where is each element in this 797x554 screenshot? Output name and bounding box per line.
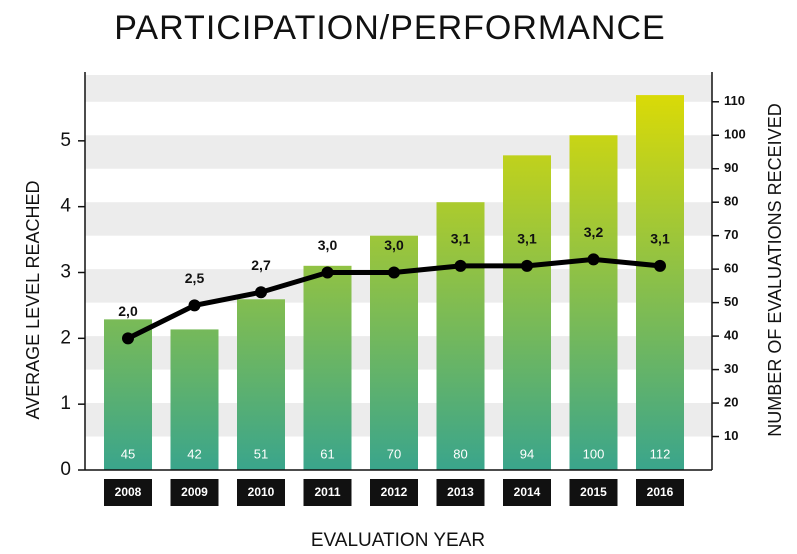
x-tick-label: 2014 bbox=[514, 485, 541, 499]
chart-title: PARTICIPATION/PERFORMANCE bbox=[114, 9, 665, 47]
y2-tick-label: 20 bbox=[724, 394, 738, 409]
bar bbox=[503, 155, 551, 470]
line-point bbox=[454, 259, 467, 272]
bar-value-label: 51 bbox=[254, 446, 268, 461]
y2-tick-label: 40 bbox=[724, 328, 738, 343]
x-tick-box bbox=[436, 479, 485, 506]
line-value-label: 2,5 bbox=[185, 270, 205, 286]
line-point bbox=[521, 259, 533, 272]
x-tick-label: 2011 bbox=[314, 485, 340, 499]
y2-tick-label: 80 bbox=[724, 194, 738, 209]
x-tick-label: 2015 bbox=[580, 485, 607, 499]
y-tick-label: 3 bbox=[60, 262, 71, 283]
x-tick-label: 2016 bbox=[647, 485, 674, 499]
grid-band bbox=[85, 202, 712, 236]
y-tick-label: 0 bbox=[60, 459, 71, 480]
y2-tick-label: 100 bbox=[724, 127, 746, 142]
line-point bbox=[188, 299, 201, 312]
x-tick-box bbox=[104, 479, 152, 506]
x-tick-box bbox=[170, 479, 219, 506]
bar bbox=[237, 299, 285, 470]
y2-tick-label: 70 bbox=[724, 227, 738, 242]
y2-axis-title: NUMBER OF EVALUATIONS RECEIVED bbox=[765, 103, 785, 436]
bar-value-label: 70 bbox=[387, 446, 401, 461]
line-value-label: 3,1 bbox=[517, 231, 537, 247]
x-tick-label: 2010 bbox=[248, 485, 275, 499]
y-axis-title: AVERAGE LEVEL REACHED bbox=[23, 180, 43, 419]
line-point bbox=[654, 259, 666, 272]
y-tick-label: 1 bbox=[60, 393, 71, 414]
x-tick-label: 2012 bbox=[381, 485, 408, 499]
y2-tick-label: 60 bbox=[724, 261, 738, 276]
bar bbox=[436, 202, 485, 471]
y2-tick-label: 50 bbox=[724, 294, 738, 309]
x-axis-title: EVALUATION YEAR bbox=[311, 530, 485, 551]
y2-tick-label: 110 bbox=[724, 93, 745, 108]
line-point bbox=[321, 266, 334, 279]
bar-value-label: 100 bbox=[583, 446, 605, 461]
bar bbox=[104, 319, 152, 470]
bar-value-label: 61 bbox=[320, 446, 334, 461]
bar-value-label: 112 bbox=[650, 446, 671, 461]
line-value-label: 3,1 bbox=[650, 231, 670, 247]
bar bbox=[569, 135, 618, 470]
line-value-label: 3,2 bbox=[584, 224, 604, 240]
x-tick-label: 2008 bbox=[115, 485, 142, 499]
x-tick-box bbox=[303, 479, 352, 506]
line-value-label: 2,0 bbox=[118, 303, 138, 319]
x-tick-box bbox=[237, 479, 285, 506]
y-tick-label: 4 bbox=[60, 196, 71, 217]
y2-tick-label: 30 bbox=[724, 361, 738, 376]
x-tick-box bbox=[569, 479, 618, 506]
line-point bbox=[122, 332, 134, 345]
y2-tick-label: 90 bbox=[724, 160, 738, 175]
line-value-label: 3,0 bbox=[384, 237, 404, 253]
line-value-label: 2,7 bbox=[251, 257, 271, 273]
bar-value-label: 94 bbox=[520, 446, 534, 461]
line-point bbox=[587, 253, 600, 266]
x-tick-label: 2013 bbox=[447, 485, 474, 499]
line-point bbox=[388, 266, 400, 279]
y-tick-label: 5 bbox=[60, 130, 71, 151]
y-tick-label: 2 bbox=[60, 327, 71, 348]
x-tick-box bbox=[636, 479, 684, 506]
line-value-label: 3,0 bbox=[318, 237, 338, 253]
bar-value-label: 42 bbox=[187, 446, 201, 461]
y2-tick-label: 10 bbox=[724, 428, 738, 443]
line-point bbox=[255, 286, 267, 299]
bar bbox=[303, 265, 352, 470]
line-value-label: 3,1 bbox=[451, 231, 471, 247]
bar bbox=[636, 95, 684, 470]
x-tick-box bbox=[503, 479, 551, 506]
x-tick-label: 2009 bbox=[181, 485, 208, 499]
x-tick-box bbox=[370, 479, 418, 506]
grid-band bbox=[85, 75, 712, 102]
bar bbox=[170, 329, 219, 470]
bar-value-label: 80 bbox=[453, 446, 467, 461]
bar-value-label: 45 bbox=[121, 446, 135, 461]
grid-band bbox=[85, 135, 712, 169]
